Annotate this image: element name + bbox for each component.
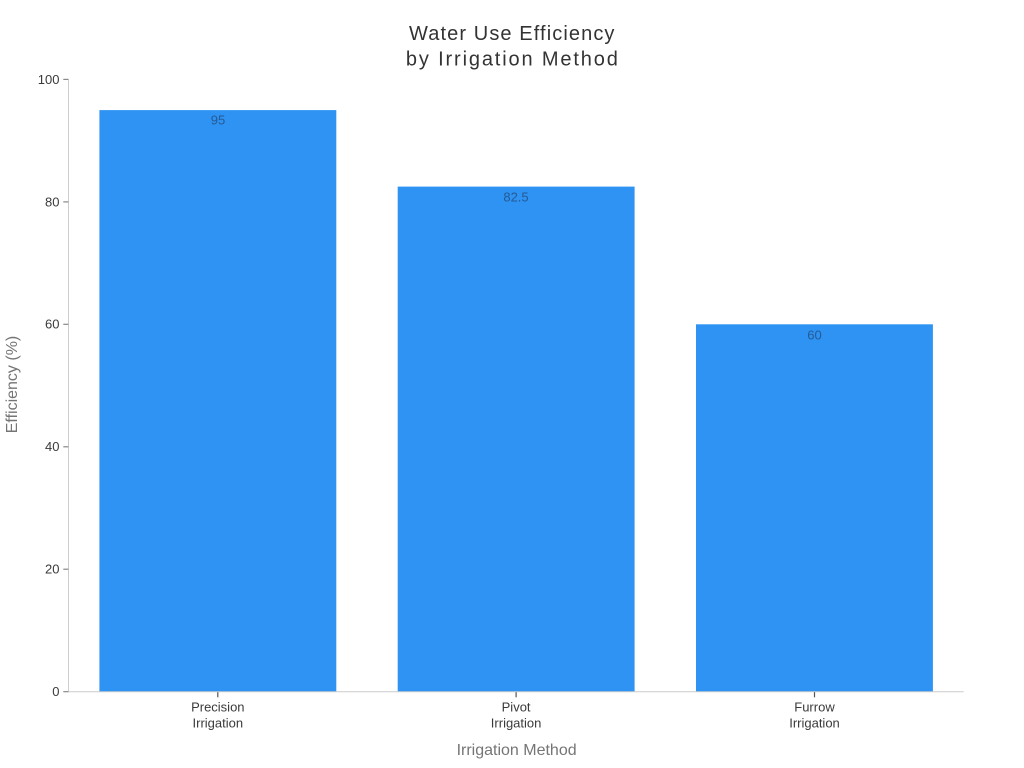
svg-text:Water Use Efficiency: Water Use Efficiency [409,23,616,45]
svg-text:Furrow: Furrow [794,700,835,715]
svg-text:60: 60 [45,317,59,332]
svg-text:Pivot: Pivot [502,700,531,715]
svg-text:Efficiency (%): Efficiency (%) [4,336,21,434]
svg-text:95: 95 [211,113,225,128]
svg-text:40: 40 [45,439,59,454]
svg-text:Precision: Precision [191,700,244,715]
svg-text:Irrigation: Irrigation [491,715,542,730]
svg-text:20: 20 [45,562,59,577]
svg-text:Irrigation: Irrigation [789,715,840,730]
svg-text:0: 0 [52,684,59,699]
svg-text:80: 80 [45,194,59,209]
svg-text:82.5: 82.5 [503,190,528,205]
svg-text:100: 100 [38,72,60,87]
svg-text:Irrigation Method: Irrigation Method [457,742,577,759]
svg-text:by Irrigation Method: by Irrigation Method [406,49,620,71]
svg-text:60: 60 [807,327,821,342]
svg-text:Irrigation: Irrigation [193,715,244,730]
